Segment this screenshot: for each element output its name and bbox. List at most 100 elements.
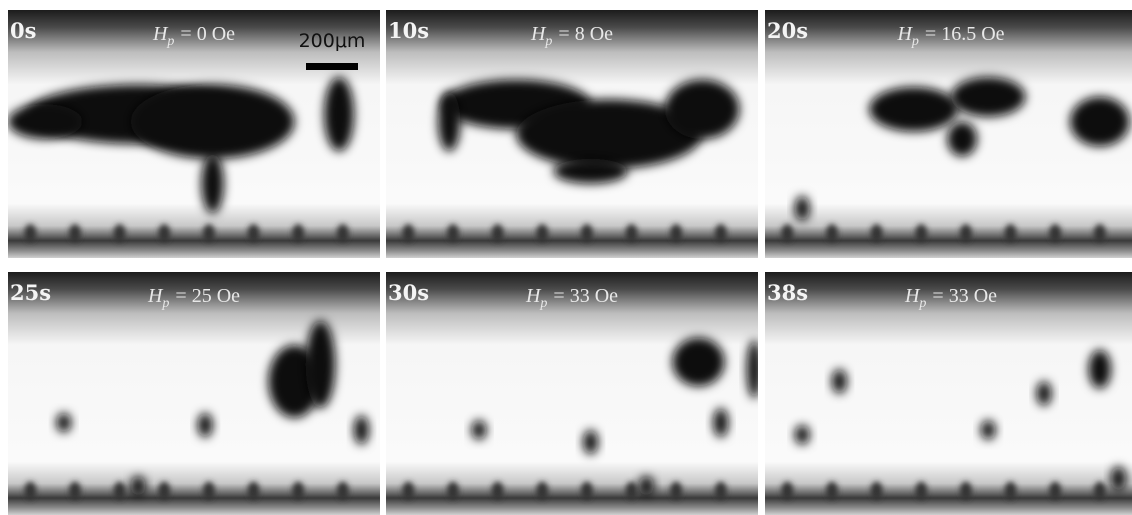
domain — [197, 412, 213, 438]
domain — [201, 153, 224, 214]
domain — [746, 340, 758, 399]
spot — [446, 481, 459, 500]
spot — [536, 224, 549, 243]
spot — [959, 481, 972, 500]
domain — [794, 196, 810, 221]
spot — [670, 481, 683, 500]
domain — [794, 425, 810, 445]
symbol-sub: p — [166, 34, 174, 49]
spot — [536, 481, 549, 500]
domain — [947, 121, 978, 157]
panel: 0s Hp = 0 Oe — [8, 10, 380, 258]
panel: 25s Hp = 25 Oe — [8, 272, 380, 515]
time-label: 0s — [10, 18, 36, 43]
image — [8, 10, 380, 258]
domain — [130, 476, 146, 496]
symbol: H — [525, 285, 542, 307]
time-label: 20s — [767, 18, 808, 43]
spot — [915, 224, 928, 243]
symbol: H — [530, 23, 547, 45]
symbol-sub: p — [918, 296, 926, 311]
image — [765, 272, 1132, 515]
spot — [402, 224, 415, 243]
spot — [336, 224, 349, 243]
symbol: H — [896, 23, 913, 45]
domain — [665, 79, 740, 139]
time-label: 38s — [767, 280, 808, 305]
domain — [672, 337, 725, 387]
field-label: Hp = 8 Oe — [530, 23, 613, 49]
domain — [980, 420, 996, 440]
spot — [158, 224, 171, 243]
spot — [68, 224, 81, 243]
spot — [247, 224, 260, 243]
symbol-sub: p — [539, 296, 547, 311]
spot — [1004, 224, 1017, 243]
symbol-sub: p — [544, 34, 552, 49]
spot — [625, 224, 638, 243]
spot — [1049, 481, 1062, 500]
spot — [24, 224, 37, 243]
background — [386, 272, 758, 515]
image — [386, 10, 758, 258]
spot — [1093, 224, 1106, 243]
domain — [1070, 96, 1130, 147]
field-label: Hp = 33 Oe — [904, 285, 997, 311]
spot — [158, 481, 171, 500]
spot — [625, 481, 638, 500]
spot — [670, 224, 683, 243]
field-value: = 16.5 Oe — [925, 23, 1005, 45]
spot — [580, 224, 593, 243]
spot — [247, 481, 260, 500]
spot — [446, 224, 459, 243]
domain — [305, 320, 336, 409]
panel: 20s Hp = 16.5 Oe — [765, 10, 1132, 258]
field-value: = 8 Oe — [558, 23, 613, 45]
domain — [869, 86, 959, 132]
field-label: Hp = 16.5 Oe — [896, 23, 1004, 49]
time-label: 25s — [10, 280, 51, 305]
domain — [353, 415, 369, 445]
spot — [714, 481, 727, 500]
spot — [491, 481, 504, 500]
symbol: H — [147, 285, 164, 307]
spot — [870, 481, 883, 500]
domain — [438, 91, 461, 152]
spot — [68, 481, 81, 500]
scale-bar — [306, 63, 358, 70]
spot — [292, 224, 305, 243]
field-label: Hp = 25 Oe — [147, 285, 240, 311]
field-value: = 33 Oe — [932, 285, 997, 307]
symbol-sub: p — [161, 296, 169, 311]
spot — [113, 481, 126, 500]
domain — [130, 84, 295, 159]
spot — [825, 224, 838, 243]
spot — [915, 481, 928, 500]
domain — [831, 369, 847, 394]
domain — [583, 429, 599, 455]
spot — [1004, 481, 1017, 500]
panel: 10s Hp = 8 Oe — [386, 10, 758, 258]
image — [765, 10, 1132, 258]
spot — [781, 481, 794, 500]
time-label: 10s — [388, 18, 429, 43]
spot — [959, 224, 972, 243]
symbol: H — [152, 23, 169, 45]
domain — [8, 104, 83, 139]
field-value: = 25 Oe — [175, 285, 240, 307]
spot — [491, 224, 504, 243]
panel: 38s Hp = 33 Oe — [765, 272, 1132, 515]
spot — [1049, 224, 1062, 243]
spot — [825, 481, 838, 500]
background — [765, 272, 1132, 515]
spot — [580, 481, 593, 500]
spot — [781, 224, 794, 243]
spot — [292, 481, 305, 500]
domain — [951, 76, 1026, 117]
domain — [1036, 381, 1052, 406]
spot — [113, 224, 126, 243]
spot — [402, 481, 415, 500]
domain — [516, 99, 703, 169]
